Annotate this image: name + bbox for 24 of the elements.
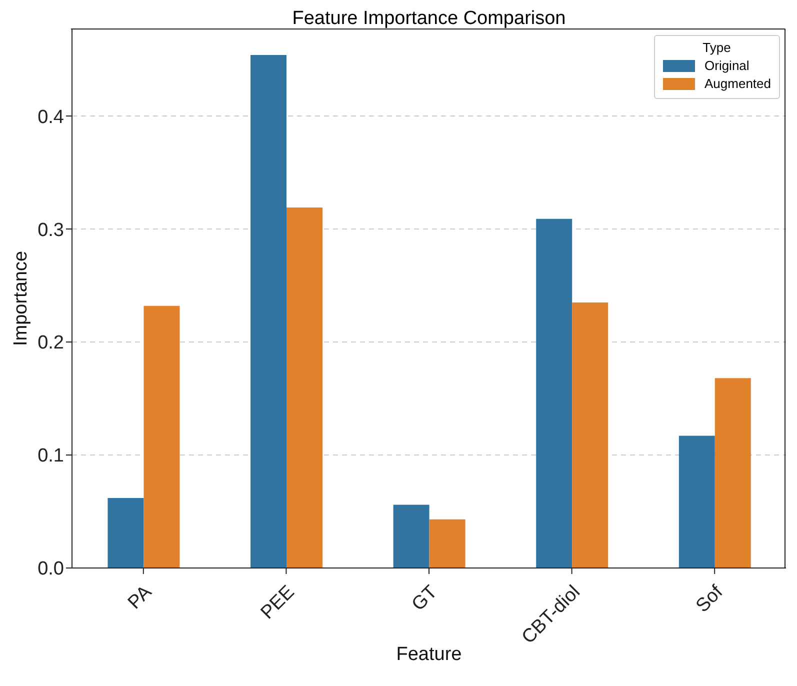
legend-title: Type [702,40,732,55]
legend-label: Original [704,58,750,73]
bar [714,378,751,568]
bar [286,208,322,568]
x-tick-label: Sof [692,581,728,617]
bar [250,54,286,568]
bar [572,302,608,568]
bar [429,519,466,568]
bar [393,504,430,568]
x-tick-label: PA [124,582,156,614]
bar [108,498,144,568]
y-tick-label: 0.4 [38,106,64,128]
chart-title: Feature Importance Comparison [291,8,567,30]
bar [144,306,180,568]
x-tick-label: GT [408,581,442,616]
bar [678,436,715,568]
bar [536,218,572,568]
y-tick-label: 0.2 [38,332,64,354]
y-axis-title: Importance [10,250,32,346]
y-tick-label: 0.1 [38,446,64,467]
legend-label: Augmented [704,76,771,91]
y-tick-label: 0.0 [38,558,64,580]
y-tick-label: 0.3 [38,220,64,241]
x-axis-title: Feature [396,644,462,665]
